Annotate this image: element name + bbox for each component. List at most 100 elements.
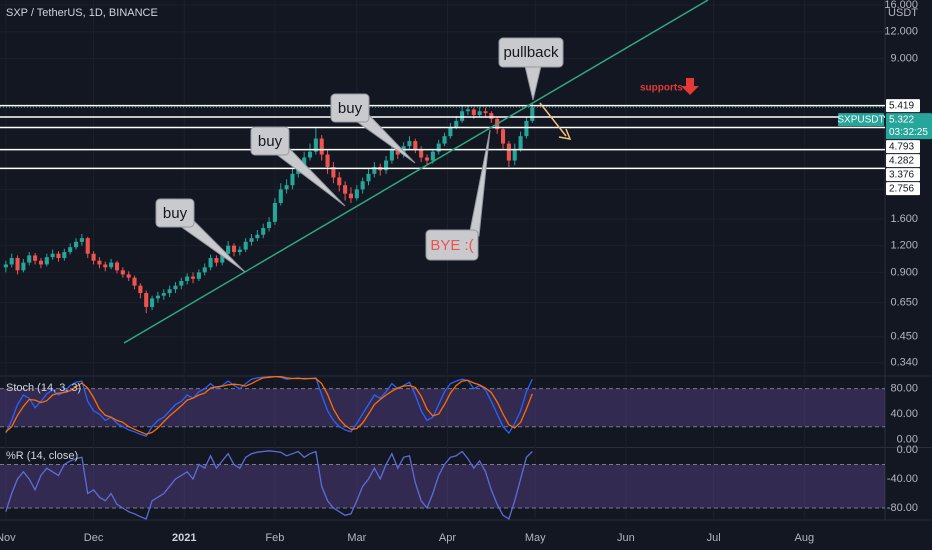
candle-body [506, 143, 511, 161]
candle-body [389, 148, 394, 161]
annotation-supports: supports [640, 83, 683, 94]
level-label: 2.756 [889, 183, 914, 194]
candle-body [407, 141, 412, 147]
level-tag [886, 154, 920, 168]
candle-body [50, 253, 55, 258]
candle-body [237, 249, 242, 253]
candle-body [489, 113, 494, 119]
candle-body [173, 285, 178, 290]
candle-body [27, 255, 32, 263]
level-tag [886, 168, 920, 182]
price-axis-panel [885, 0, 932, 550]
level-tag [886, 182, 920, 196]
candle-body [220, 253, 225, 263]
candle-body [9, 258, 14, 265]
y-tick-label: 40.00 [890, 408, 918, 420]
x-tick-label: Dec [84, 532, 104, 544]
candle-body [325, 154, 330, 167]
candle-body [79, 238, 84, 242]
candle-body [109, 262, 114, 268]
indicator-line [5, 375, 533, 437]
indicator-line [5, 450, 533, 520]
candle-body [179, 280, 184, 286]
candle-body [85, 238, 90, 254]
candle-body [278, 189, 283, 203]
annotation-buy-2: buy [250, 126, 346, 207]
candle-body [196, 272, 201, 279]
level-label: 4.793 [889, 141, 914, 152]
x-tick-label: 2021 [172, 532, 196, 544]
y-tick-label: 9.000 [890, 52, 918, 64]
candle-body [38, 260, 43, 265]
candle-body [126, 274, 131, 278]
candle-body [120, 270, 125, 275]
candle-body [307, 151, 313, 158]
candle-body [155, 295, 160, 299]
last-price-tag [886, 113, 932, 140]
y-tick-label: -80.00 [887, 502, 918, 514]
candle-body [319, 138, 324, 155]
candle-body [161, 293, 166, 296]
candle-body [44, 257, 49, 265]
candle-body [255, 234, 260, 239]
level-label: 5.419 [889, 100, 914, 111]
candle-body [337, 177, 342, 186]
candle-body [261, 228, 266, 235]
x-tick-label: May [525, 532, 546, 544]
candle-body [144, 293, 149, 307]
candle-body [62, 252, 67, 259]
candle-body [313, 138, 318, 152]
candle-body [208, 258, 213, 268]
candle-body [348, 193, 354, 199]
trend-line [123, 0, 709, 344]
x-tick-label: Aug [794, 532, 814, 544]
stoch-title: Stoch (14, 3, 3) [6, 382, 81, 394]
candle-body [395, 148, 400, 155]
indicator-line [5, 375, 533, 435]
candle-body [331, 166, 336, 178]
candle-body [372, 166, 377, 174]
x-tick-label: Jun [617, 532, 635, 544]
williams-r-title: %R (14, close) [6, 450, 78, 462]
y-tick-label: 12.000 [884, 26, 918, 38]
band-fill [0, 464, 885, 509]
level-label: 4.282 [889, 155, 914, 166]
candle-body [518, 136, 523, 149]
y-tick-label: -40.00 [887, 473, 918, 485]
countdown-label: 03:32:25 [889, 127, 928, 138]
y-tick-label: 1.200 [890, 240, 918, 252]
x-tick-label: Feb [265, 532, 284, 544]
y-tick-label: 0.340 [890, 357, 918, 369]
x-tick-label: Mar [347, 532, 366, 544]
candle-body [343, 185, 348, 194]
candle-body [114, 262, 120, 271]
y-tick-label: 0.00 [897, 444, 918, 456]
candle-body [512, 148, 517, 161]
candle-body [15, 258, 20, 271]
y-tick-label: 1.600 [890, 213, 918, 225]
annotation-buy-1: buy [155, 198, 246, 273]
y-tick-label: 16.000 [884, 0, 918, 11]
candle-body [21, 262, 26, 271]
arrow [539, 102, 567, 137]
level-tag [886, 140, 920, 154]
candle-body [477, 111, 482, 115]
candle-body [190, 276, 196, 279]
last-price-label: 5.322 [889, 114, 914, 125]
candle-body [267, 221, 272, 229]
y-tick-label: 80.00 [890, 383, 918, 395]
candle-body [91, 253, 96, 261]
callout-box [425, 229, 479, 261]
candle-body [138, 285, 143, 294]
callout-box [250, 126, 290, 156]
candle-body [68, 247, 73, 253]
y-tick-label: 0.00 [897, 433, 918, 445]
callout-box [330, 93, 370, 123]
candle-body [226, 245, 231, 254]
candle-body [448, 127, 453, 137]
candle-body [214, 258, 219, 263]
callout-box [498, 37, 564, 68]
annotation-pullback: pullback [498, 37, 564, 101]
symbol-label: SXPUSDT [837, 114, 884, 125]
